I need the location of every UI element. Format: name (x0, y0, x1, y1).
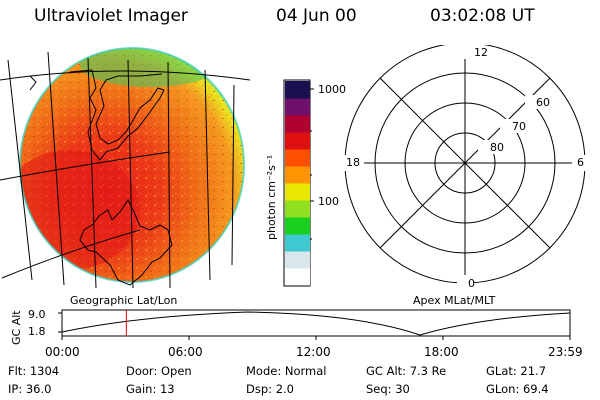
orbit-ytick-9: 9.0 (28, 308, 46, 321)
colorbar-unit-label: photon cm⁻²s⁻¹ (265, 154, 278, 240)
status-gcalt: GC Alt: 7.3 Re (366, 364, 447, 378)
orbit-ylabel: GC Alt (10, 310, 23, 345)
mlat-label-80: 80 (490, 141, 504, 154)
time-label: 03:02:08 UT (430, 6, 535, 26)
colorbar-tick-100: 100 (318, 195, 339, 208)
mlat-label-70: 70 (512, 120, 526, 133)
orbit-xtick-0000: 00:00 (45, 345, 80, 359)
colorbar-band (285, 132, 310, 150)
colorbar-band (285, 115, 310, 133)
orbit-xtick-1200: 12:00 (296, 345, 331, 359)
orbit-xtick-0600: 06:00 (168, 345, 203, 359)
orbit-plot (58, 309, 571, 340)
coastline (29, 69, 173, 286)
status-gain-value: 13 (159, 382, 175, 396)
apex-label: Apex MLat/MLT (413, 294, 496, 307)
orbit-xticks (61, 336, 571, 340)
status-glon: GLon: 69.4 (486, 382, 549, 396)
orbit-xtick-2359: 23:59 (548, 345, 583, 359)
colorbar-band (285, 183, 310, 201)
status-glat: GLat: 21.7 (486, 364, 547, 378)
status-glon-value: 69.4 (522, 382, 549, 396)
status-dsp: Dsp: 2.0 (246, 382, 294, 396)
colorbar-band (285, 200, 310, 218)
altitude-curve (61, 311, 571, 336)
status-seq-value: 30 (395, 382, 410, 396)
colorbar-band (285, 166, 310, 184)
mlt-label-12: 12 (474, 46, 488, 59)
status-door-value: Open (160, 364, 192, 378)
status-flt: Flt: 1304 (8, 364, 60, 378)
mlat-label-60: 60 (536, 96, 550, 109)
status-seq: Seq: 30 (366, 382, 410, 396)
orbit-ytick-1-8: 1.8 (28, 325, 46, 338)
colorbar-band (285, 268, 310, 286)
status-mode-value: Normal (284, 364, 327, 378)
colorbar-band (285, 81, 310, 99)
status-gcalt-value: 7.3 Re (409, 364, 447, 378)
mlt-label-0: 0 (468, 277, 475, 290)
status-flt-value: 1304 (29, 364, 60, 378)
polar-grid (340, 45, 588, 289)
colorbar-band (285, 234, 310, 252)
mlt-label-6: 6 (577, 156, 584, 169)
status-ip: IP: 36.0 (8, 382, 52, 396)
status-glat-value: 21.7 (520, 364, 547, 378)
orbit-xtick-1800: 18:00 (424, 345, 459, 359)
mlt-label-18: 18 (346, 156, 360, 169)
status-ip-value: 36.0 (25, 382, 52, 396)
colorbar-tick-1000: 1000 (318, 83, 346, 96)
uv-image-panel (0, 47, 251, 289)
instrument-title: Ultraviolet Imager (34, 6, 188, 26)
date-label: 04 Jun 00 (276, 6, 357, 26)
colorbar-band (285, 149, 310, 167)
status-dsp-value: 2.0 (275, 382, 294, 396)
status-gain: Gain: 13 (126, 382, 175, 396)
colorbar-band (285, 251, 310, 269)
colorbar-band (285, 217, 310, 235)
colorbar-band (285, 98, 310, 116)
status-door: Door: Open (126, 364, 192, 378)
geographic-label: Geographic Lat/Lon (70, 294, 178, 307)
colorbar (283, 79, 314, 287)
status-mode: Mode: Normal (246, 364, 327, 378)
